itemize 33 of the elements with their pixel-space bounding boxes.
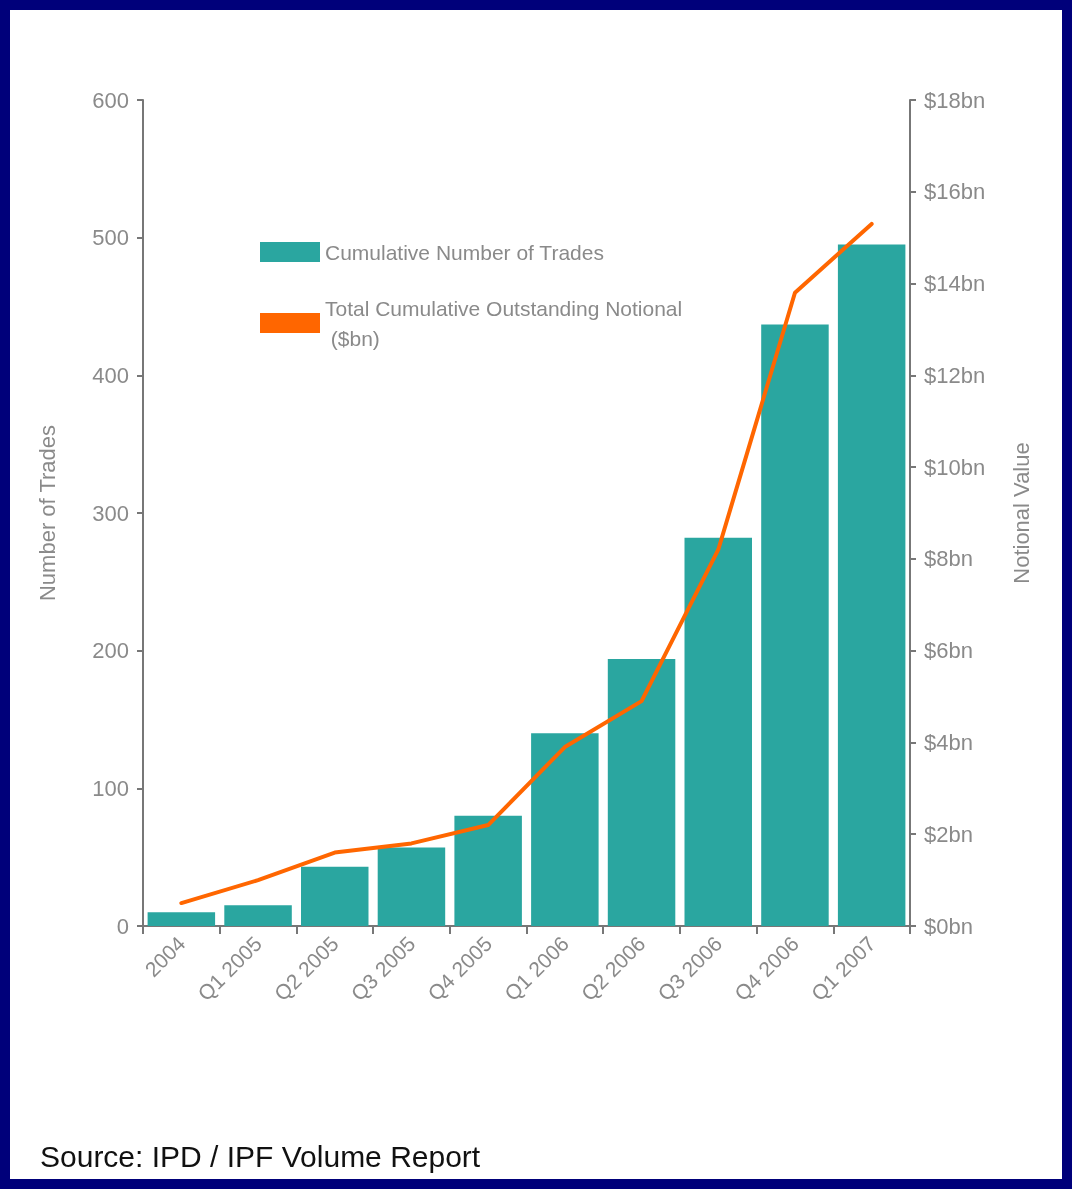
- y-tick-label: 0: [116, 913, 129, 939]
- bar: [377, 847, 446, 926]
- y-tick-label: 300: [92, 500, 129, 526]
- y2-tick-label: $12bn: [924, 362, 986, 388]
- y-tick-label: 500: [92, 225, 129, 251]
- y2-tick-label: $10bn: [924, 454, 986, 480]
- legend-label: Total Cumulative Outstanding Notional ($bn): [325, 296, 683, 350]
- bar: [607, 658, 676, 926]
- y2-tick-label: $16bn: [924, 179, 986, 205]
- bar: [837, 244, 906, 926]
- y2-tick-label: $18bn: [924, 87, 986, 113]
- y-axis-title: Number of Trades: [34, 424, 60, 602]
- y2-tick-label: $2bn: [924, 821, 973, 847]
- y2-tick-label: $6bn: [924, 638, 973, 664]
- bar: [531, 733, 599, 926]
- legend-label: Cumulative Number of Trades: [325, 240, 604, 264]
- y2-axis-title: Notional Value: [1008, 442, 1034, 584]
- line-series: [179, 221, 874, 906]
- source-note: Source: IPD / IPF Volume Report: [40, 1139, 481, 1173]
- bar: [301, 866, 369, 926]
- bar: [147, 912, 216, 926]
- bar: [454, 815, 522, 926]
- y-tick-label: 400: [92, 362, 129, 388]
- bar: [761, 324, 829, 926]
- y2-tick-label: $8bn: [924, 546, 973, 572]
- y2-tick-label: $0bn: [924, 913, 973, 939]
- y-tick-label: 100: [92, 775, 129, 801]
- y-tick-label: 600: [92, 87, 129, 113]
- bar: [224, 905, 292, 926]
- y-tick-label: 200: [92, 638, 129, 664]
- y2-tick-label: $4bn: [924, 729, 973, 755]
- y2-tick-label: $14bn: [924, 271, 986, 297]
- bar: [684, 537, 752, 926]
